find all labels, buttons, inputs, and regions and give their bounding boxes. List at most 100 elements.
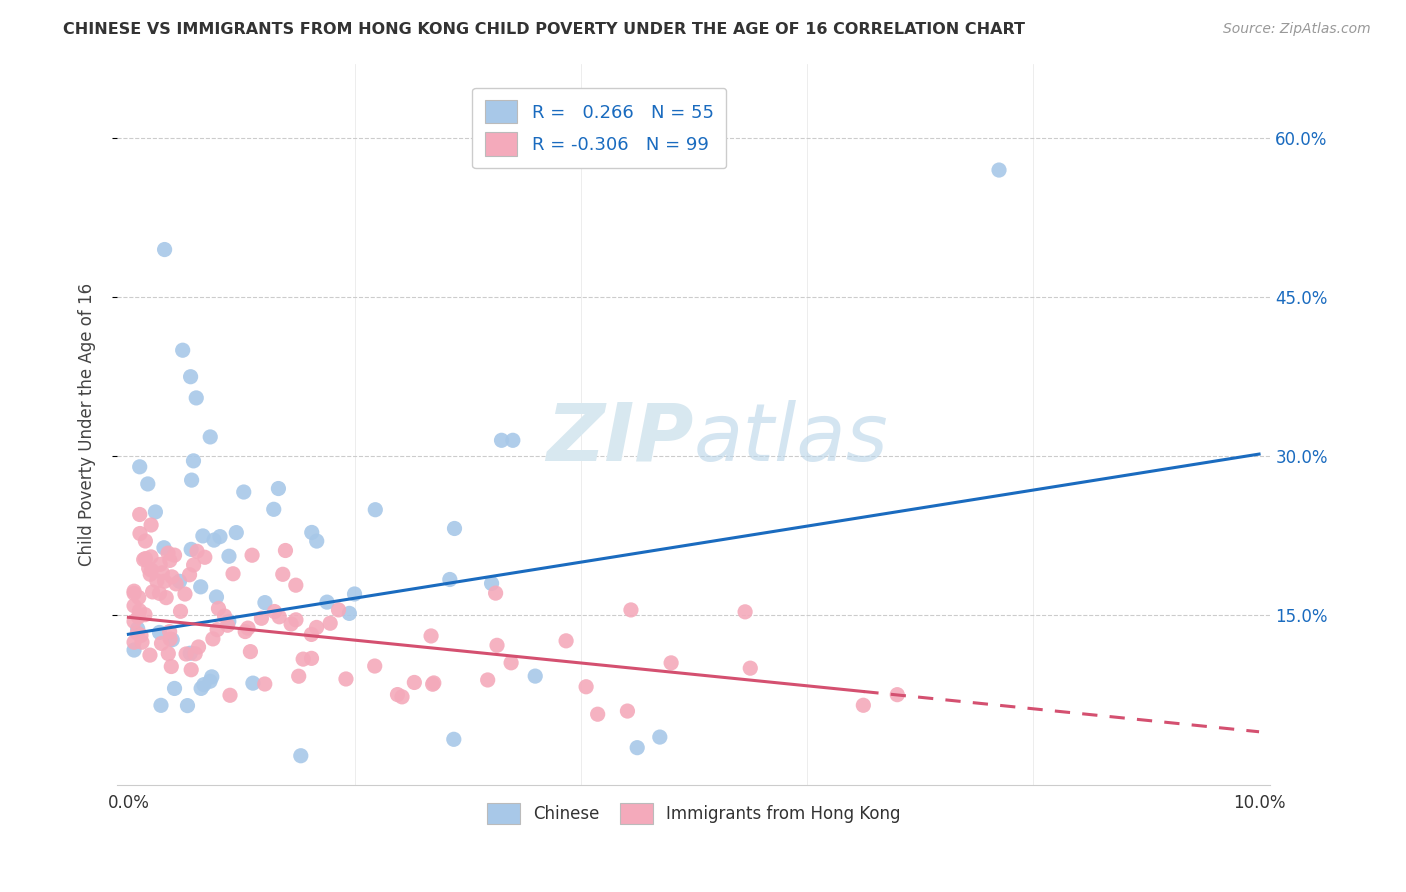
Point — [391, 690, 413, 704]
Point — [172, 343, 194, 358]
Point — [319, 616, 342, 631]
Point — [180, 369, 202, 384]
Point — [439, 573, 461, 587]
Point — [190, 681, 212, 696]
Point — [886, 688, 908, 702]
Point — [139, 549, 162, 564]
Text: CHINESE VS IMMIGRANTS FROM HONG KONG CHILD POVERTY UNDER THE AGE OF 16 CORRELATI: CHINESE VS IMMIGRANTS FROM HONG KONG CHI… — [63, 22, 1025, 37]
Point — [233, 624, 256, 639]
Point — [159, 553, 181, 567]
Point — [122, 599, 145, 613]
Point — [443, 521, 465, 535]
Point — [153, 243, 176, 257]
Point — [146, 574, 169, 588]
Point — [222, 566, 245, 581]
Point — [240, 548, 263, 562]
Point — [169, 574, 191, 589]
Point — [122, 586, 145, 600]
Point — [127, 626, 149, 640]
Point — [328, 603, 350, 617]
Point — [122, 635, 145, 649]
Point — [160, 659, 183, 673]
Point — [139, 648, 162, 662]
Point — [284, 578, 307, 592]
Point — [180, 473, 202, 487]
Point — [301, 525, 323, 540]
Point — [299, 627, 322, 641]
Point — [201, 632, 224, 646]
Point — [620, 603, 643, 617]
Point — [626, 740, 648, 755]
Point — [239, 645, 262, 659]
Point — [218, 615, 240, 629]
Point — [153, 541, 176, 555]
Point — [201, 670, 224, 684]
Text: atlas: atlas — [693, 400, 889, 478]
Point — [122, 643, 145, 657]
Point — [316, 595, 339, 609]
Point — [232, 485, 254, 500]
Point — [159, 632, 181, 646]
Point — [236, 621, 259, 635]
Point — [128, 508, 150, 522]
Point — [122, 615, 145, 629]
Point — [205, 623, 228, 637]
Point — [190, 580, 212, 594]
Point — [180, 663, 202, 677]
Point — [208, 530, 231, 544]
Point — [176, 698, 198, 713]
Point — [186, 391, 208, 405]
Point — [267, 482, 290, 496]
Point — [422, 677, 444, 691]
Point — [145, 505, 167, 519]
Point — [169, 604, 191, 618]
Point — [198, 674, 221, 689]
Point — [186, 544, 208, 558]
Point — [659, 656, 682, 670]
Point — [481, 576, 503, 591]
Point — [387, 688, 409, 702]
Point — [205, 590, 228, 604]
Point — [491, 434, 513, 448]
Point — [501, 656, 523, 670]
Point — [194, 550, 217, 565]
Point — [214, 609, 236, 624]
Point — [150, 636, 173, 650]
Point — [157, 647, 180, 661]
Point — [852, 698, 875, 713]
Text: ZIP: ZIP — [547, 400, 693, 478]
Point — [136, 477, 159, 491]
Point — [163, 681, 186, 696]
Point — [180, 542, 202, 557]
Point — [174, 587, 197, 601]
Point — [616, 704, 638, 718]
Point — [284, 613, 307, 627]
Point — [740, 661, 762, 675]
Point — [477, 673, 499, 687]
Point — [337, 607, 360, 621]
Point — [162, 632, 184, 647]
Point — [160, 570, 183, 584]
Point — [183, 558, 205, 572]
Point — [343, 587, 366, 601]
Point — [290, 748, 312, 763]
Point — [287, 669, 309, 683]
Point — [423, 676, 446, 690]
Point — [485, 586, 508, 600]
Point — [122, 584, 145, 599]
Point — [187, 640, 209, 654]
Point — [139, 518, 162, 533]
Point — [142, 585, 165, 599]
Point — [153, 574, 176, 589]
Point — [148, 586, 170, 600]
Point — [139, 567, 162, 582]
Point — [292, 652, 315, 666]
Point — [129, 628, 152, 642]
Point — [138, 561, 160, 575]
Point — [202, 533, 225, 547]
Point — [134, 533, 156, 548]
Point — [193, 678, 215, 692]
Point — [443, 732, 465, 747]
Point — [131, 635, 153, 649]
Point — [242, 676, 264, 690]
